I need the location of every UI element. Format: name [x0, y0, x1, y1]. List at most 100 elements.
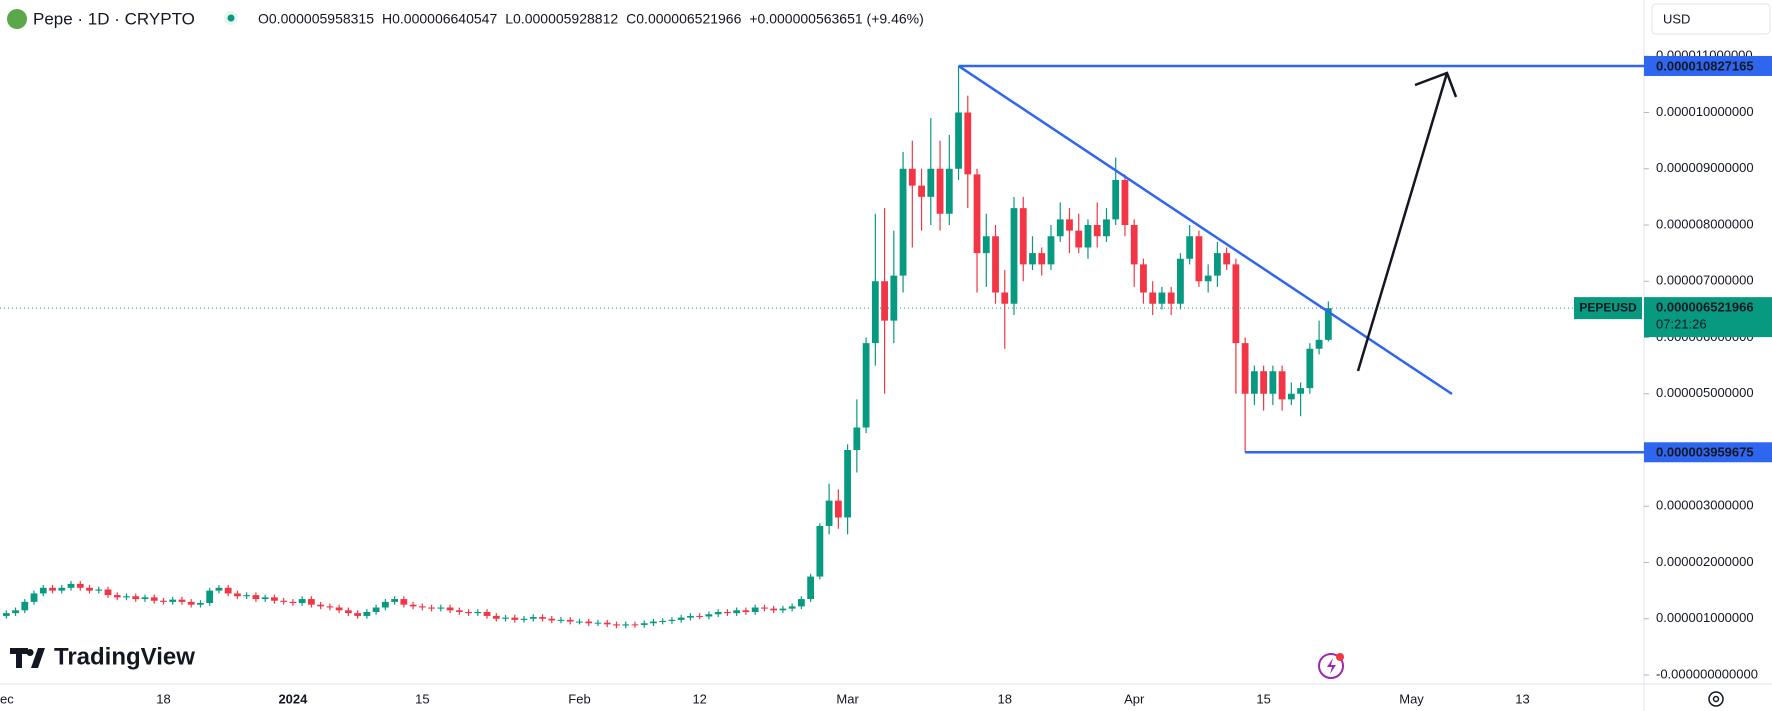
arrow-shaft: [1356, 72, 1449, 372]
candle-body: [622, 624, 630, 626]
candle-body: [326, 606, 334, 608]
x-tick-label: Apr: [1124, 691, 1145, 706]
candle-body: [982, 236, 990, 254]
candle-body: [862, 343, 870, 428]
legend-header[interactable]: Pepe · 1D · CRYPTO O 0.000005958315 H 0.000…: [7, 9, 924, 29]
candle-body: [511, 617, 519, 620]
candle-body: [779, 608, 787, 611]
legend-value: H: [382, 11, 392, 27]
candle-body: [964, 112, 972, 175]
candle-body: [788, 606, 796, 609]
alert-badge: [1336, 653, 1344, 661]
candle-body: [1140, 264, 1147, 293]
candle-body: [853, 427, 861, 450]
price-label-box: [1644, 297, 1772, 338]
symbol-tag-box: [1574, 297, 1642, 320]
alert-icon[interactable]: [1318, 653, 1344, 679]
candle-body: [1084, 225, 1092, 248]
candle-body: [659, 621, 667, 622]
candle-body: [39, 587, 47, 594]
currency-button[interactable]: USD: [1651, 3, 1771, 35]
candle-body: [67, 583, 75, 588]
candle-body: [677, 617, 685, 620]
candle-body: [668, 619, 676, 621]
candle-body: [992, 236, 999, 293]
candle-body: [760, 607, 768, 609]
candle-body: [1241, 343, 1249, 394]
candle-body: [1195, 236, 1203, 282]
candle-body: [585, 621, 593, 624]
settings-gear[interactable]: [1708, 691, 1724, 707]
candle-body: [150, 597, 158, 601]
currency-label[interactable]: USD: [1663, 11, 1690, 26]
y-tick-label: 0.000007000000: [1656, 273, 1754, 288]
candle-body: [1038, 253, 1046, 265]
x-tick-label: 15: [1256, 691, 1270, 706]
candle-body: [95, 589, 103, 591]
candle-body: [724, 612, 731, 614]
candle-body: [797, 599, 805, 607]
candle-body: [1158, 292, 1166, 304]
candle-body: [289, 601, 297, 603]
candle-body: [742, 610, 750, 612]
candle-body: [908, 168, 916, 186]
candle-body: [918, 185, 925, 197]
candle-body: [1177, 258, 1184, 304]
candle-body: [224, 587, 232, 594]
candle-body: [890, 275, 898, 321]
candle-body: [936, 168, 944, 214]
alert-circle[interactable]: [1318, 653, 1344, 679]
candle-body: [252, 595, 260, 600]
candle-body: [1112, 180, 1120, 220]
symbol-tag: PEPEUSD: [1579, 300, 1637, 314]
x-tick-label: Feb: [568, 691, 590, 706]
candle-body: [1075, 230, 1083, 248]
candle-body: [613, 624, 620, 626]
x-tick-label: ec: [0, 691, 14, 706]
candle-body: [30, 593, 38, 602]
candle-body: [400, 599, 408, 605]
legend-value: L: [505, 11, 513, 27]
candle-body: [307, 599, 315, 605]
alert-bolt: [1327, 658, 1336, 674]
candle-body: [86, 587, 93, 591]
legend-value: +0.000000563651 (+9.46%): [749, 11, 923, 27]
candle-body: [58, 587, 66, 591]
candle-body: [834, 500, 842, 518]
y-tick-label: 0.000003000000: [1656, 498, 1754, 513]
currency-box[interactable]: [1651, 3, 1771, 35]
candle-body: [1260, 371, 1268, 394]
status-dot: [227, 14, 235, 22]
candle-body: [1066, 219, 1073, 231]
candle-body: [215, 587, 223, 591]
candle-body: [751, 607, 759, 612]
candle-body: [1001, 292, 1009, 304]
candle-body: [354, 613, 362, 616]
settings-icon[interactable]: [1708, 691, 1724, 707]
candle-body: [557, 619, 565, 621]
candle-body: [160, 600, 167, 602]
candle-body: [733, 610, 741, 614]
candle-body: [363, 612, 371, 616]
candle-body: [298, 599, 306, 603]
candle-body: [178, 599, 186, 602]
candle-body: [206, 590, 214, 603]
x-tick-label: 18: [156, 691, 170, 706]
candle-body: [455, 610, 463, 612]
candle-body: [502, 617, 509, 619]
brand-name: TradingView: [54, 643, 195, 670]
candle-body: [123, 596, 130, 598]
x-tick-label: May: [1399, 691, 1424, 706]
plot-area: [0, 64, 1644, 629]
candle-body: [428, 607, 435, 609]
candle-body: [825, 500, 833, 526]
level-label: 0.000010827165: [1656, 58, 1754, 73]
arrow-head: [1414, 71, 1458, 98]
candle-body: [113, 595, 121, 598]
candle-body: [844, 450, 851, 518]
candle-body: [576, 621, 583, 623]
candle-body: [529, 617, 537, 619]
candle-body: [1250, 371, 1258, 394]
